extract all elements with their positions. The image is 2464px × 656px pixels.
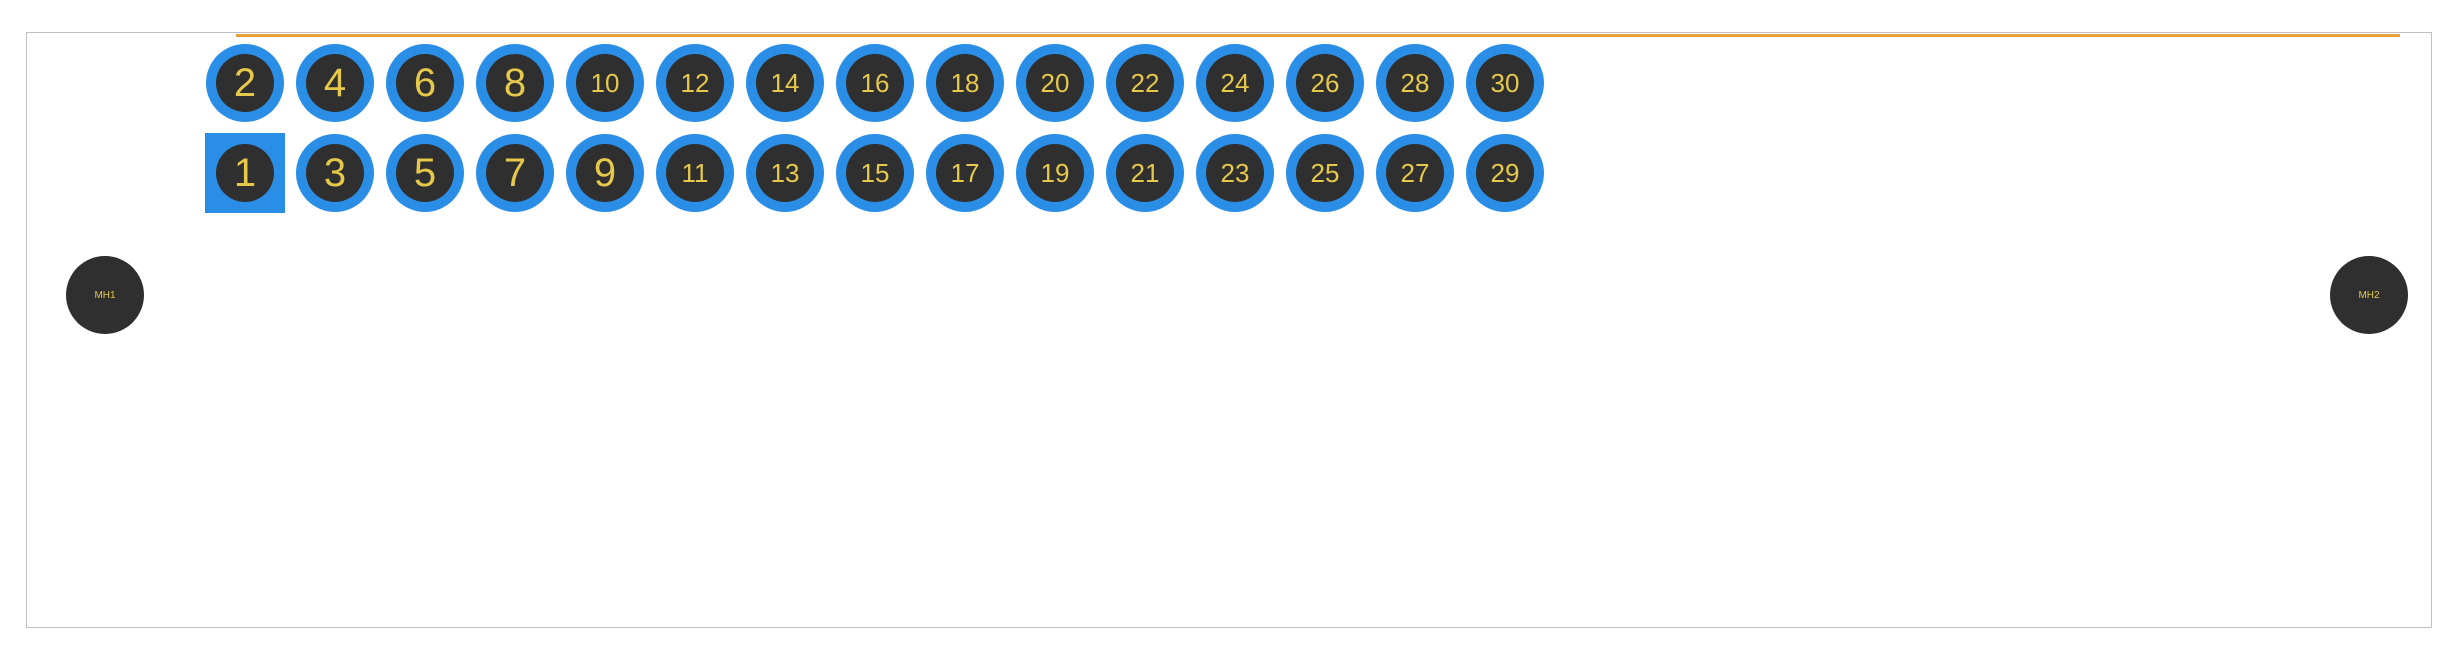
pad-10: 10 xyxy=(566,44,644,122)
mounting-hole-mh1-label: MH1 xyxy=(94,290,115,301)
pad-9-hole: 9 xyxy=(576,144,634,202)
pad-10-label: 10 xyxy=(591,68,620,99)
pad-18-hole: 18 xyxy=(936,54,994,112)
pad-29-label: 29 xyxy=(1491,158,1520,189)
pad-25-label: 25 xyxy=(1311,158,1340,189)
pad-13-label: 13 xyxy=(771,158,800,189)
pad-14-label: 14 xyxy=(771,68,800,99)
pad-6-hole: 6 xyxy=(396,54,454,112)
pad-17-hole: 17 xyxy=(936,144,994,202)
pad-24: 24 xyxy=(1196,44,1274,122)
mounting-hole-mh1: MH1 xyxy=(66,256,144,334)
pad-8-hole: 8 xyxy=(486,54,544,112)
pad-6: 6 xyxy=(386,44,464,122)
pad-11-hole: 11 xyxy=(666,144,724,202)
pad-19-label: 19 xyxy=(1041,158,1070,189)
pad-14: 14 xyxy=(746,44,824,122)
pad-30-label: 30 xyxy=(1491,68,1520,99)
pad-8: 8 xyxy=(476,44,554,122)
pad-18: 18 xyxy=(926,44,1004,122)
pad-12-hole: 12 xyxy=(666,54,724,112)
pad-5: 5 xyxy=(386,134,464,212)
pad-21: 21 xyxy=(1106,134,1184,212)
pad-13-hole: 13 xyxy=(756,144,814,202)
pad-28: 28 xyxy=(1376,44,1454,122)
pad-9: 9 xyxy=(566,134,644,212)
pad-12-label: 12 xyxy=(681,68,710,99)
pad-22-hole: 22 xyxy=(1116,54,1174,112)
mounting-hole-mh2: MH2 xyxy=(2330,256,2408,334)
pad-23-hole: 23 xyxy=(1206,144,1264,202)
pad-23-label: 23 xyxy=(1221,158,1250,189)
mounting-hole-mh2-label: MH2 xyxy=(2358,290,2379,301)
pad-27-label: 27 xyxy=(1401,158,1430,189)
pad-4-hole: 4 xyxy=(306,54,364,112)
pad-29-hole: 29 xyxy=(1476,144,1534,202)
pad-16: 16 xyxy=(836,44,914,122)
pad-4-label: 4 xyxy=(324,61,346,106)
pad-15-hole: 15 xyxy=(846,144,904,202)
pad-8-label: 8 xyxy=(504,61,526,106)
pad-24-label: 24 xyxy=(1221,68,1250,99)
pad-25: 25 xyxy=(1286,134,1364,212)
pad-21-hole: 21 xyxy=(1116,144,1174,202)
pad-30: 30 xyxy=(1466,44,1544,122)
pad-5-label: 5 xyxy=(414,151,436,196)
pad-13: 13 xyxy=(746,134,824,212)
pad-15-label: 15 xyxy=(861,158,890,189)
pad-4: 4 xyxy=(296,44,374,122)
pad-2-label: 2 xyxy=(234,61,256,106)
pad-28-label: 28 xyxy=(1401,68,1430,99)
pad-27-hole: 27 xyxy=(1386,144,1444,202)
pad-12: 12 xyxy=(656,44,734,122)
pad-3-hole: 3 xyxy=(306,144,364,202)
pad-20: 20 xyxy=(1016,44,1094,122)
pad-6-label: 6 xyxy=(414,61,436,106)
pad-22: 22 xyxy=(1106,44,1184,122)
pad-11: 11 xyxy=(656,134,734,212)
silkscreen-top-line xyxy=(236,34,2400,37)
pad-24-hole: 24 xyxy=(1206,54,1264,112)
pad-26: 26 xyxy=(1286,44,1364,122)
pad-29: 29 xyxy=(1466,134,1544,212)
pad-28-hole: 28 xyxy=(1386,54,1444,112)
pad-1-label: 1 xyxy=(234,151,256,196)
pad-7-hole: 7 xyxy=(486,144,544,202)
pad-26-hole: 26 xyxy=(1296,54,1354,112)
pad-3: 3 xyxy=(296,134,374,212)
pad-9-label: 9 xyxy=(594,151,616,196)
pad-30-hole: 30 xyxy=(1476,54,1534,112)
pad-15: 15 xyxy=(836,134,914,212)
pad-27: 27 xyxy=(1376,134,1454,212)
pad-1: 1 xyxy=(206,134,284,212)
pad-5-hole: 5 xyxy=(396,144,454,202)
pad-26-label: 26 xyxy=(1311,68,1340,99)
pad-17: 17 xyxy=(926,134,1004,212)
pad-7-label: 7 xyxy=(504,151,526,196)
pad-19-hole: 19 xyxy=(1026,144,1084,202)
pad-11-label: 11 xyxy=(682,158,709,189)
pad-3-label: 3 xyxy=(324,151,346,196)
pad-7: 7 xyxy=(476,134,554,212)
pad-1-hole: 1 xyxy=(216,144,274,202)
pad-20-hole: 20 xyxy=(1026,54,1084,112)
pad-2: 2 xyxy=(206,44,284,122)
pad-16-label: 16 xyxy=(861,68,890,99)
pad-21-label: 21 xyxy=(1131,158,1160,189)
pad-14-hole: 14 xyxy=(756,54,814,112)
pad-10-hole: 10 xyxy=(576,54,634,112)
pad-23: 23 xyxy=(1196,134,1274,212)
pad-20-label: 20 xyxy=(1041,68,1070,99)
pad-25-hole: 25 xyxy=(1296,144,1354,202)
pad-19: 19 xyxy=(1016,134,1094,212)
pad-22-label: 22 xyxy=(1131,68,1160,99)
pad-17-label: 17 xyxy=(951,158,980,189)
pad-16-hole: 16 xyxy=(846,54,904,112)
pad-2-hole: 2 xyxy=(216,54,274,112)
pad-18-label: 18 xyxy=(951,68,980,99)
